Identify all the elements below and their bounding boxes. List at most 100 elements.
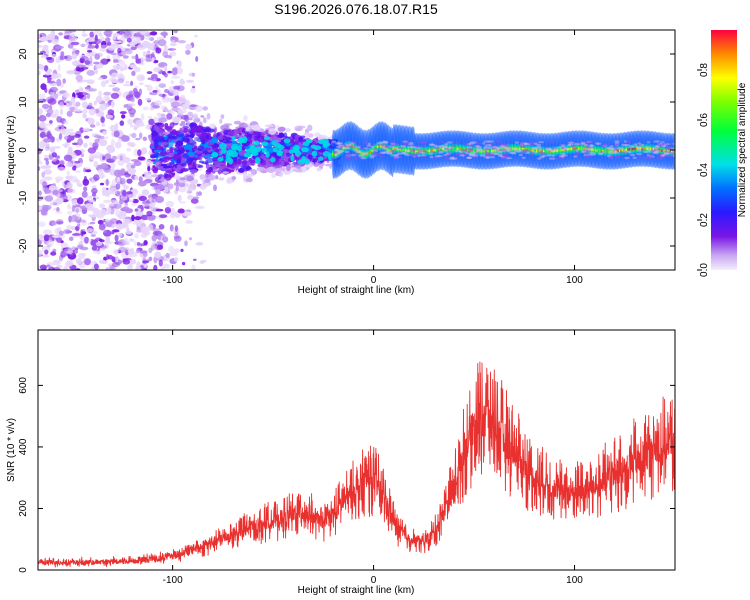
spectrogram-cell: [162, 165, 172, 169]
spectrogram-cell: [46, 264, 51, 268]
spectrogram-cell: [653, 151, 659, 154]
spectrogram-cell: [195, 242, 204, 246]
spectrogram-cell: [99, 36, 105, 42]
spectrogram-cell: [475, 149, 480, 152]
spectrogram-cell: [254, 157, 261, 165]
spectrogram-cell: [110, 92, 120, 99]
spectrogram-cell: [75, 101, 81, 107]
spectrogram-cell: [336, 141, 340, 145]
spectrogram-cell: [323, 142, 328, 148]
spectrogram-cell: [277, 126, 286, 132]
spectrogram-cell: [533, 142, 538, 145]
spectrogram-cell: [184, 114, 189, 122]
spectrogram-cell: [218, 177, 225, 181]
spectrogram-cell: [66, 210, 73, 215]
spectrogram-cell: [376, 143, 382, 146]
spectrogram-cell: [302, 152, 308, 156]
spectrogram-cell: [214, 144, 219, 149]
spectrogram-cell: [247, 173, 254, 178]
spectrogram-cell: [110, 52, 117, 56]
spectrogram-cell: [629, 153, 636, 157]
spectrogram-cell: [51, 152, 57, 158]
spectrogram-cell: [274, 167, 283, 173]
spectrogram-cell: [500, 149, 507, 152]
spectrogram-cell: [128, 108, 137, 115]
spectrogram-cell: [381, 143, 386, 146]
spectrogram-cell: [187, 187, 195, 191]
spectrogram-cell: [72, 233, 81, 236]
spectrogram-cell: [307, 124, 313, 132]
spectrogram-cell: [152, 165, 156, 169]
spectrogram-cell: [43, 176, 53, 181]
spectrogram-cell: [459, 154, 465, 157]
spectrogram-cell: [82, 101, 88, 109]
spectrogram-cell: [601, 144, 607, 148]
spectrogram-cell: [47, 98, 57, 105]
spectrogram-cell: [136, 248, 140, 254]
spectrogram-cell: [200, 150, 210, 155]
spectrogram-cell: [158, 117, 167, 123]
spectrogram-cell: [75, 170, 81, 173]
spectrogram-cell: [636, 152, 643, 156]
spectrogram-cell: [356, 146, 361, 149]
spectrogram-cell: [139, 132, 143, 139]
spectrogram-cell: [197, 191, 202, 196]
spectrogram-cell: [582, 149, 590, 152]
spectrogram-cell: [165, 252, 170, 259]
spectrogram-cell: [163, 173, 168, 179]
spectrogram-cell: [158, 214, 168, 219]
spectrogram-cell: [91, 193, 97, 197]
spectrogram-cell: [194, 206, 202, 209]
spectrogram-cell: [110, 143, 115, 151]
spectrogram-cell: [587, 147, 595, 150]
spectrogram-cell: [132, 198, 139, 204]
spectrogram-cell: [487, 140, 494, 143]
spectrogram-cell: [88, 108, 96, 116]
spectrogram-cell: [85, 117, 93, 123]
spectrogram-cell: [188, 117, 193, 121]
spectrogram-cell: [138, 62, 145, 66]
spectrogram-cell: [246, 161, 251, 166]
spectrogram-cell: [82, 127, 91, 132]
spectrogram-cell: [138, 180, 147, 187]
spectrogram-cell: [108, 84, 116, 88]
spectrogram-cell: [80, 253, 87, 256]
spectrogram-cell: [43, 229, 53, 236]
spectrogram-cell: [151, 195, 158, 203]
spectrogram-cell: [519, 142, 525, 145]
spectrogram-cell: [44, 65, 49, 72]
spectrogram-cell: [138, 176, 143, 183]
spectrogram-cell: [440, 140, 445, 144]
spectrogram-cell: [245, 178, 253, 182]
spectrogram-cell: [505, 157, 513, 160]
spectrogram-cell: [518, 153, 523, 157]
spectrogram-cell: [135, 137, 141, 141]
spectrogram-cell: [133, 66, 141, 73]
spectrogram-cell: [174, 225, 178, 232]
spectrogram-cell: [57, 166, 66, 171]
spectrogram-cell: [526, 151, 530, 154]
spectrogram-cell: [103, 91, 112, 96]
spectrogram-cell: [588, 140, 594, 144]
spectrogram-cell: [170, 80, 174, 84]
spectrogram-cell: [158, 224, 165, 230]
spectrogram-cell: [570, 144, 576, 148]
spectrogram-cell: [242, 172, 248, 179]
spectrogram-cell: [131, 132, 137, 139]
spectrogram-cell: [125, 80, 130, 84]
spectrogram-cell: [205, 134, 210, 139]
spectrogram-cell: [194, 154, 198, 159]
spectrogram-cell: [99, 182, 105, 186]
spectrogram-cell: [114, 141, 122, 149]
spectrogram-cell: [46, 33, 55, 41]
spectrogram-cell: [130, 80, 134, 86]
spectrogram-cell: [180, 120, 186, 124]
spectrogram-cell: [664, 147, 671, 150]
spectrogram-cell: [43, 138, 52, 143]
spectrogram-cell: [65, 162, 73, 167]
spectrogram-cell: [605, 146, 612, 150]
spectrogram-cell: [86, 39, 90, 46]
spectrogram-cell: [598, 152, 603, 156]
spectrogram-cell: [538, 151, 544, 154]
spectrogram-cell: [372, 150, 377, 154]
